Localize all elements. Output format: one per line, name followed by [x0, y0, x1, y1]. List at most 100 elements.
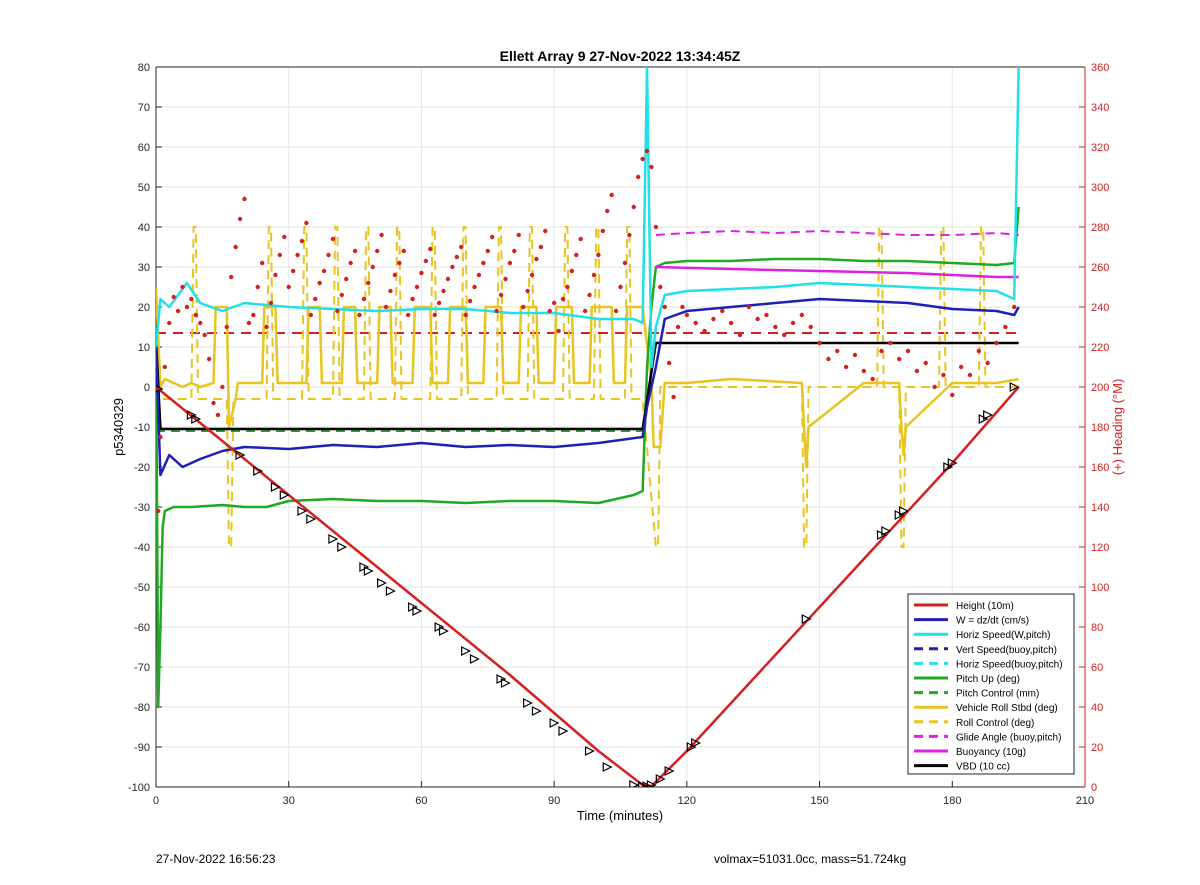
heading-point — [361, 296, 367, 302]
heading-point — [485, 248, 490, 254]
x-tick-label: 180 — [943, 795, 961, 807]
heading-point — [463, 312, 468, 318]
heading-point — [746, 304, 751, 310]
heading-point — [932, 384, 937, 390]
triangle-marker — [469, 654, 480, 664]
heading-point — [790, 320, 796, 326]
heading-point — [242, 196, 247, 202]
y-right-tick-label: 320 — [1091, 142, 1109, 154]
heading-point — [985, 360, 990, 366]
heading-point — [193, 312, 199, 318]
series-line — [655, 230, 1019, 236]
heading-point — [251, 312, 256, 318]
triangle-marker — [549, 718, 560, 728]
triangle-marker — [328, 534, 339, 544]
heading-point — [308, 312, 314, 318]
heading-point — [264, 324, 269, 330]
heading-point — [423, 258, 429, 264]
triangle-marker — [337, 542, 348, 552]
y-tick-label: -40 — [134, 542, 150, 554]
heading-point — [490, 234, 495, 240]
triangle-marker — [270, 482, 281, 492]
y-right-tick-label: 120 — [1091, 542, 1109, 554]
x-tick-label: 60 — [415, 795, 427, 807]
heading-point — [666, 360, 672, 366]
series-line — [156, 338, 1019, 431]
heading-point — [1003, 324, 1008, 330]
heading-point — [976, 348, 982, 354]
y-right-tick-label: 140 — [1091, 502, 1109, 514]
heading-point — [861, 368, 867, 374]
heading-point — [481, 260, 486, 266]
heading-point — [374, 248, 380, 254]
series-line — [156, 226, 1019, 548]
triangle-marker — [279, 490, 290, 500]
heading-point — [237, 216, 243, 222]
legend-item-label: Vehicle Roll Stbd (deg) — [956, 703, 1058, 714]
y-right-tick-label: 280 — [1091, 222, 1109, 234]
heading-point — [582, 308, 588, 314]
heading-point — [428, 246, 433, 252]
y-right-tick-label: 160 — [1091, 462, 1109, 474]
heading-point — [290, 268, 296, 274]
triangle-marker — [881, 526, 892, 536]
y-tick-label: 0 — [144, 382, 150, 394]
triangle-marker — [558, 726, 569, 736]
heading-point — [472, 284, 477, 290]
heading-point — [613, 308, 619, 314]
legend-item-label: Glide Angle (buoy,pitch) — [956, 732, 1061, 743]
heading-point — [516, 232, 521, 238]
triangle-marker — [691, 738, 702, 748]
series-line — [156, 297, 1020, 477]
y-right-tick-label: 60 — [1091, 662, 1103, 674]
heading-point — [366, 280, 371, 286]
y-right-tick-label: 20 — [1091, 742, 1103, 754]
triangle-marker — [1009, 382, 1020, 392]
heading-point — [605, 208, 610, 214]
legend-item-label: Roll Control (deg) — [956, 718, 1034, 729]
heading-point — [494, 308, 499, 314]
x-tick-label: 0 — [153, 795, 159, 807]
heading-point — [277, 252, 283, 258]
heading-point — [295, 252, 300, 258]
heading-point — [600, 228, 606, 234]
heading-point — [229, 274, 234, 280]
heading-point — [852, 352, 858, 358]
heading-point — [419, 270, 424, 276]
y-right-tick-label: 260 — [1091, 262, 1109, 274]
heading-point — [755, 316, 760, 322]
heading-point — [410, 296, 415, 302]
heading-point — [817, 340, 822, 346]
triangle-marker — [899, 506, 909, 516]
y-tick-label: -60 — [134, 622, 150, 634]
x-tick-label: 150 — [810, 795, 828, 807]
y-right-tick-label: 300 — [1091, 182, 1109, 194]
y-right-tick-label: 220 — [1091, 342, 1109, 354]
heading-point — [529, 272, 535, 278]
heading-point — [335, 308, 340, 314]
legend: Height (10m) W = dz/dt (cm/s) Horiz Speed(… — [907, 593, 1075, 775]
x-axis-label: Time (minutes) — [577, 808, 663, 823]
triangle-marker — [531, 706, 542, 716]
heading-point — [711, 316, 716, 322]
y-axis-right-label: (+) Heading (°M) — [1110, 379, 1125, 476]
heading-point — [459, 244, 464, 250]
heading-point — [198, 320, 203, 326]
legend-item-label: Buoyancy (10g) — [956, 747, 1026, 758]
heading-point — [388, 288, 393, 294]
y-right-tick-label: 180 — [1091, 422, 1109, 434]
heading-point — [397, 260, 402, 266]
triangle-marker — [801, 614, 812, 624]
heading-point — [525, 288, 530, 294]
heading-point — [773, 324, 778, 330]
heading-point — [313, 296, 318, 302]
y-tick-label: -90 — [134, 742, 150, 754]
heading-point — [781, 332, 787, 338]
y-tick-label: -10 — [134, 422, 150, 434]
heading-point — [189, 296, 194, 302]
legend-item-label: W = dz/dt (cm/s) — [956, 616, 1029, 627]
heading-point — [879, 348, 884, 354]
y-tick-label: 20 — [138, 302, 150, 314]
y-tick-label: 50 — [138, 182, 150, 194]
heading-point — [156, 508, 161, 514]
